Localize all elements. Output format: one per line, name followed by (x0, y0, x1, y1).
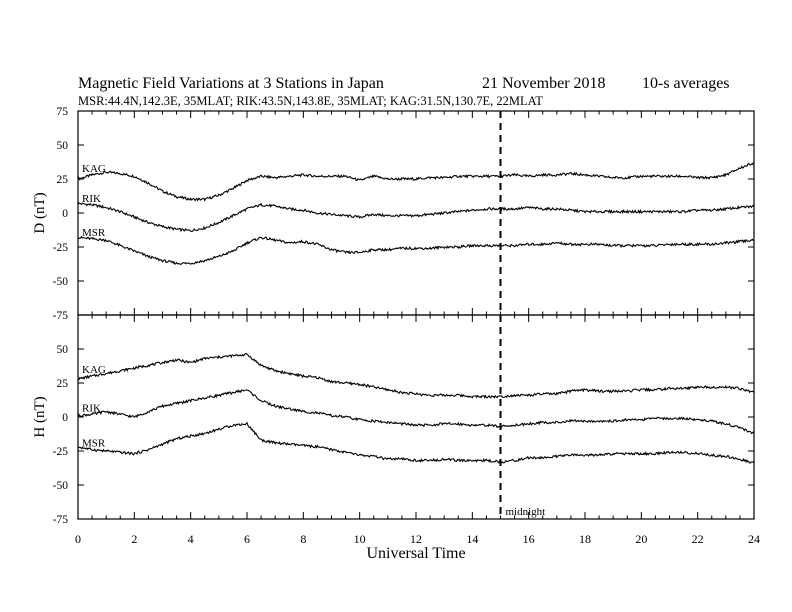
h-series-line-msr (77, 421, 755, 464)
chart-title: Magnetic Field Variations at 3 Stations … (78, 75, 384, 92)
h-series-label-rik: RIK (82, 402, 101, 414)
d-y-tick-label: 75 (57, 106, 69, 118)
d-series-label-msr: MSR (82, 227, 106, 239)
d-y-tick-label: -50 (53, 276, 69, 288)
d-series-label-rik: RIK (82, 193, 101, 205)
x-tick-label: 0 (75, 532, 81, 546)
x-tick-label: 2 (131, 532, 137, 546)
h-series-line-kag (77, 352, 755, 399)
x-tick-label: 24 (748, 532, 760, 546)
chart-station-info: MSR:44.4N,142.3E, 35MLAT; RIK:43.5N,143.… (78, 94, 543, 108)
x-tick-label: 10 (354, 532, 366, 546)
h-y-tick-label: -75 (53, 514, 69, 526)
chart-date: 21 November 2018 (482, 75, 606, 92)
d-series-line-rik (77, 202, 755, 233)
d-y-tick-label: 25 (57, 174, 69, 186)
midnight-label: midnight (506, 506, 546, 518)
x-tick-label: 12 (410, 532, 422, 546)
h-series-line-rik (77, 389, 755, 435)
h-y-tick-label: 0 (62, 412, 68, 424)
d-y-tick-label: 0 (62, 208, 68, 220)
d-series-line-kag (77, 162, 755, 202)
h-series-label-msr: MSR (82, 438, 106, 450)
chart-averaging: 10-s averages (642, 75, 730, 92)
h-y-tick-label: -50 (53, 480, 69, 492)
d-y-tick-label: -75 (53, 310, 69, 322)
h-series-label-kag: KAG (82, 364, 106, 376)
x-tick-label: 4 (188, 532, 194, 546)
x-tick-label: 14 (466, 532, 478, 546)
d-series-line-msr (78, 235, 755, 265)
h-y-axis-label: H (nT) (32, 396, 48, 437)
d-y-tick-label: 50 (57, 140, 69, 152)
d-y-axis-label: D (nT) (32, 192, 48, 233)
x-tick-label: 18 (579, 532, 591, 546)
h-y-tick-label: 25 (57, 378, 69, 390)
d-series-label-kag: KAG (82, 163, 106, 175)
x-tick-label: 20 (635, 532, 647, 546)
h-y-tick-label: 50 (57, 344, 69, 356)
d-panel-frame (77, 110, 755, 316)
x-tick-label: 6 (244, 532, 250, 546)
x-tick-label: 16 (523, 532, 535, 546)
h-panel-frame (77, 314, 755, 520)
x-axis-label: Universal Time (366, 545, 465, 562)
h-y-tick-label: -25 (53, 446, 69, 458)
x-tick-label: 22 (692, 532, 704, 546)
d-component-panel: 75 50 25 0 -25 -50 -75 D (nT) KAG RIK MSR (32, 106, 755, 322)
d-y-tick-label: -25 (53, 242, 69, 254)
x-tick-label: 8 (300, 532, 306, 546)
